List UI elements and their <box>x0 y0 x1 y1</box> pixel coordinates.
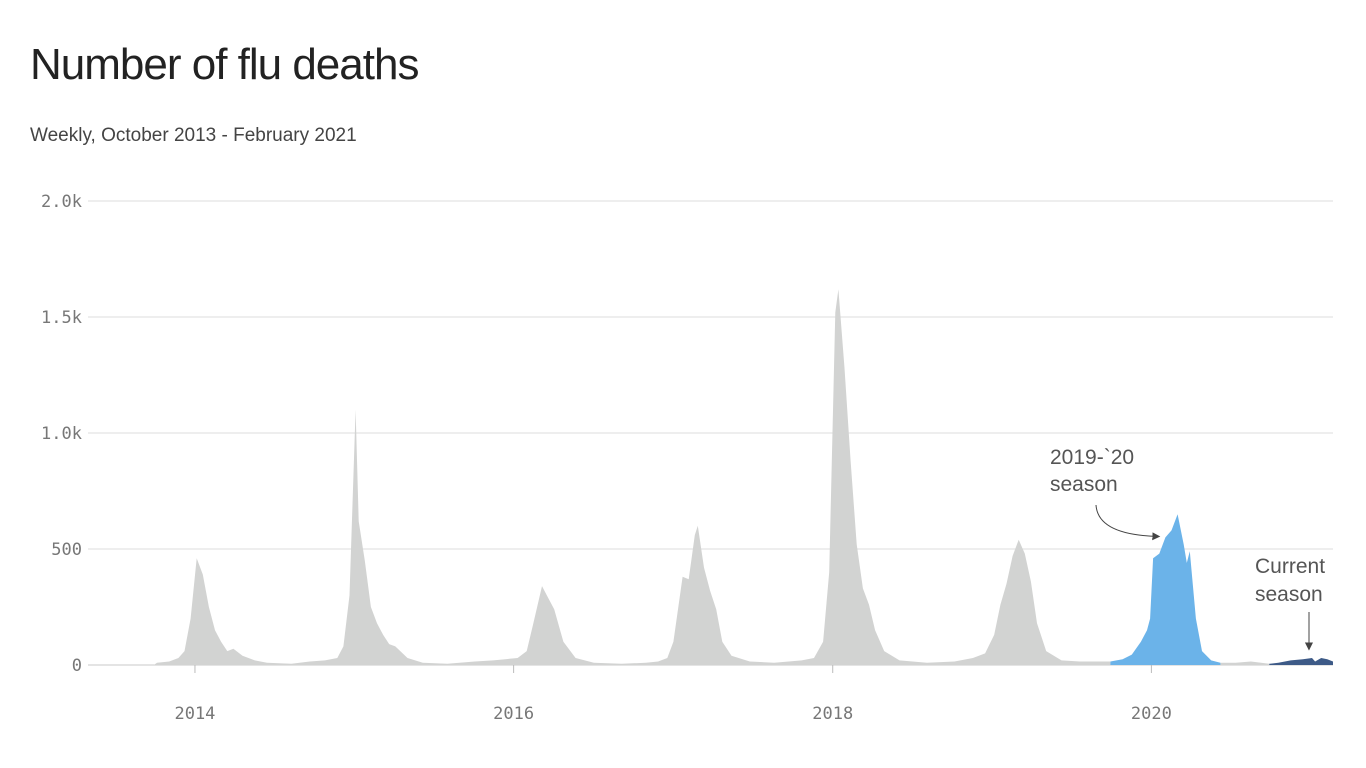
annotation-current-line2: season <box>1255 583 1323 606</box>
x-tick-label: 2014 <box>174 704 215 724</box>
y-tick-label: 0 <box>72 656 82 676</box>
y-tick-label: 2.0k <box>41 192 82 212</box>
y-tick-label: 1.0k <box>41 424 82 444</box>
chart-subtitle: Weekly, October 2013 - February 2021 <box>30 125 357 146</box>
y-tick-label: 500 <box>51 540 82 560</box>
x-tick-label: 2016 <box>493 704 534 724</box>
annotation-arrow-2019-20 <box>1095 504 1161 541</box>
x-tick-label: 2018 <box>812 704 853 724</box>
annotation-current-line1: Current <box>1255 555 1325 578</box>
area-series-2 <box>1110 514 1221 665</box>
area-series-1 <box>153 289 1111 665</box>
y-tick-label: 1.5k <box>41 308 82 328</box>
area-offseason-2020 <box>1220 661 1270 665</box>
chart-title: Number of flu deaths <box>30 40 419 89</box>
area-series-3 <box>1269 658 1333 665</box>
annotation-2019-20-line1: 2019-`20 <box>1050 446 1134 469</box>
annotation-2019-20-line2: season <box>1050 473 1118 496</box>
x-tick-label: 2020 <box>1131 704 1172 724</box>
